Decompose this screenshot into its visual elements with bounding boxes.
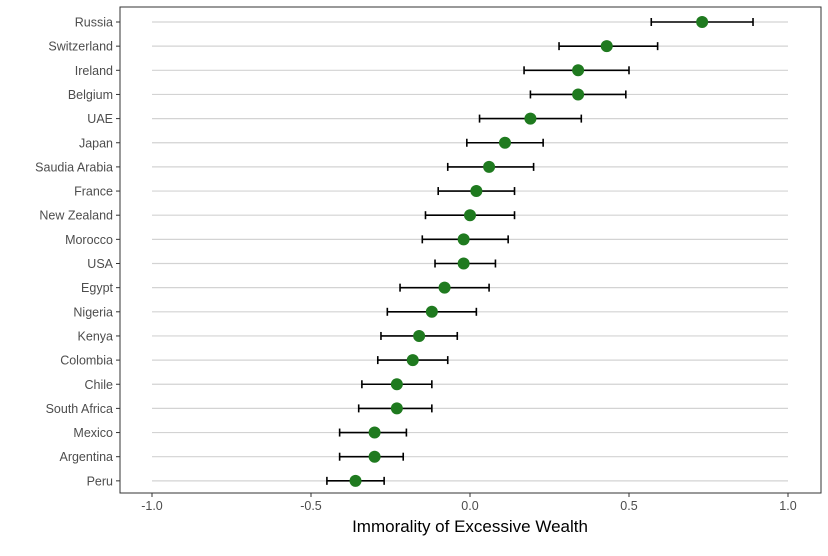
- data-point: [390, 378, 403, 391]
- y-tick-label: Mexico: [73, 426, 113, 440]
- data-point: [457, 233, 470, 246]
- data-point: [483, 160, 496, 173]
- x-axis-title: Immorality of Excessive Wealth: [352, 517, 588, 536]
- y-tick-label: South Africa: [46, 402, 113, 416]
- data-point: [498, 136, 511, 149]
- x-axis: -1.0 -0.5 0.0 0.5 1.0: [141, 493, 797, 513]
- data-point: [600, 40, 613, 53]
- data-point: [696, 16, 709, 28]
- x-tick-label: -0.5: [300, 499, 322, 513]
- data-point: [390, 402, 403, 415]
- y-axis: Russia Switzerland Ireland Belgium UAE Japan S…: [35, 16, 120, 488]
- y-tick-label: New Zealand: [39, 209, 113, 223]
- data-point: [368, 450, 381, 463]
- data-point: [464, 209, 476, 222]
- point-layer: [349, 16, 709, 487]
- y-tick-label: Peru: [87, 474, 113, 488]
- data-point: [572, 64, 585, 77]
- y-tick-label: Morocco: [65, 233, 113, 247]
- y-tick-label: UAE: [87, 112, 113, 126]
- x-tick-label: -1.0: [141, 499, 163, 513]
- data-point: [572, 88, 585, 101]
- x-tick-label: 0.0: [461, 499, 478, 513]
- y-tick-label: Argentina: [59, 450, 113, 464]
- y-tick-label: Japan: [79, 136, 113, 150]
- data-point: [425, 305, 438, 318]
- x-tick-label: 0.5: [620, 499, 637, 513]
- y-tick-label: Switzerland: [48, 40, 113, 54]
- y-tick-label: France: [74, 185, 113, 199]
- y-tick-label: Russia: [75, 16, 113, 30]
- data-point: [470, 185, 483, 198]
- y-tick-label: Chile: [85, 378, 114, 392]
- data-point: [413, 329, 426, 342]
- y-tick-label: Colombia: [60, 354, 113, 368]
- y-tick-label: USA: [87, 257, 113, 271]
- y-tick-label: Egypt: [81, 281, 113, 295]
- data-point: [406, 354, 419, 367]
- y-tick-label: Ireland: [75, 64, 113, 78]
- data-point: [457, 257, 470, 270]
- data-point: [368, 426, 381, 439]
- y-tick-label: Saudia Arabia: [35, 160, 113, 174]
- y-tick-label: Belgium: [68, 88, 113, 102]
- y-tick-label: Nigeria: [73, 305, 113, 319]
- x-tick-label: 1.0: [779, 499, 796, 513]
- y-tick-label: Kenya: [78, 329, 113, 343]
- data-point: [349, 474, 362, 487]
- data-point: [438, 281, 451, 294]
- data-point: [524, 112, 537, 125]
